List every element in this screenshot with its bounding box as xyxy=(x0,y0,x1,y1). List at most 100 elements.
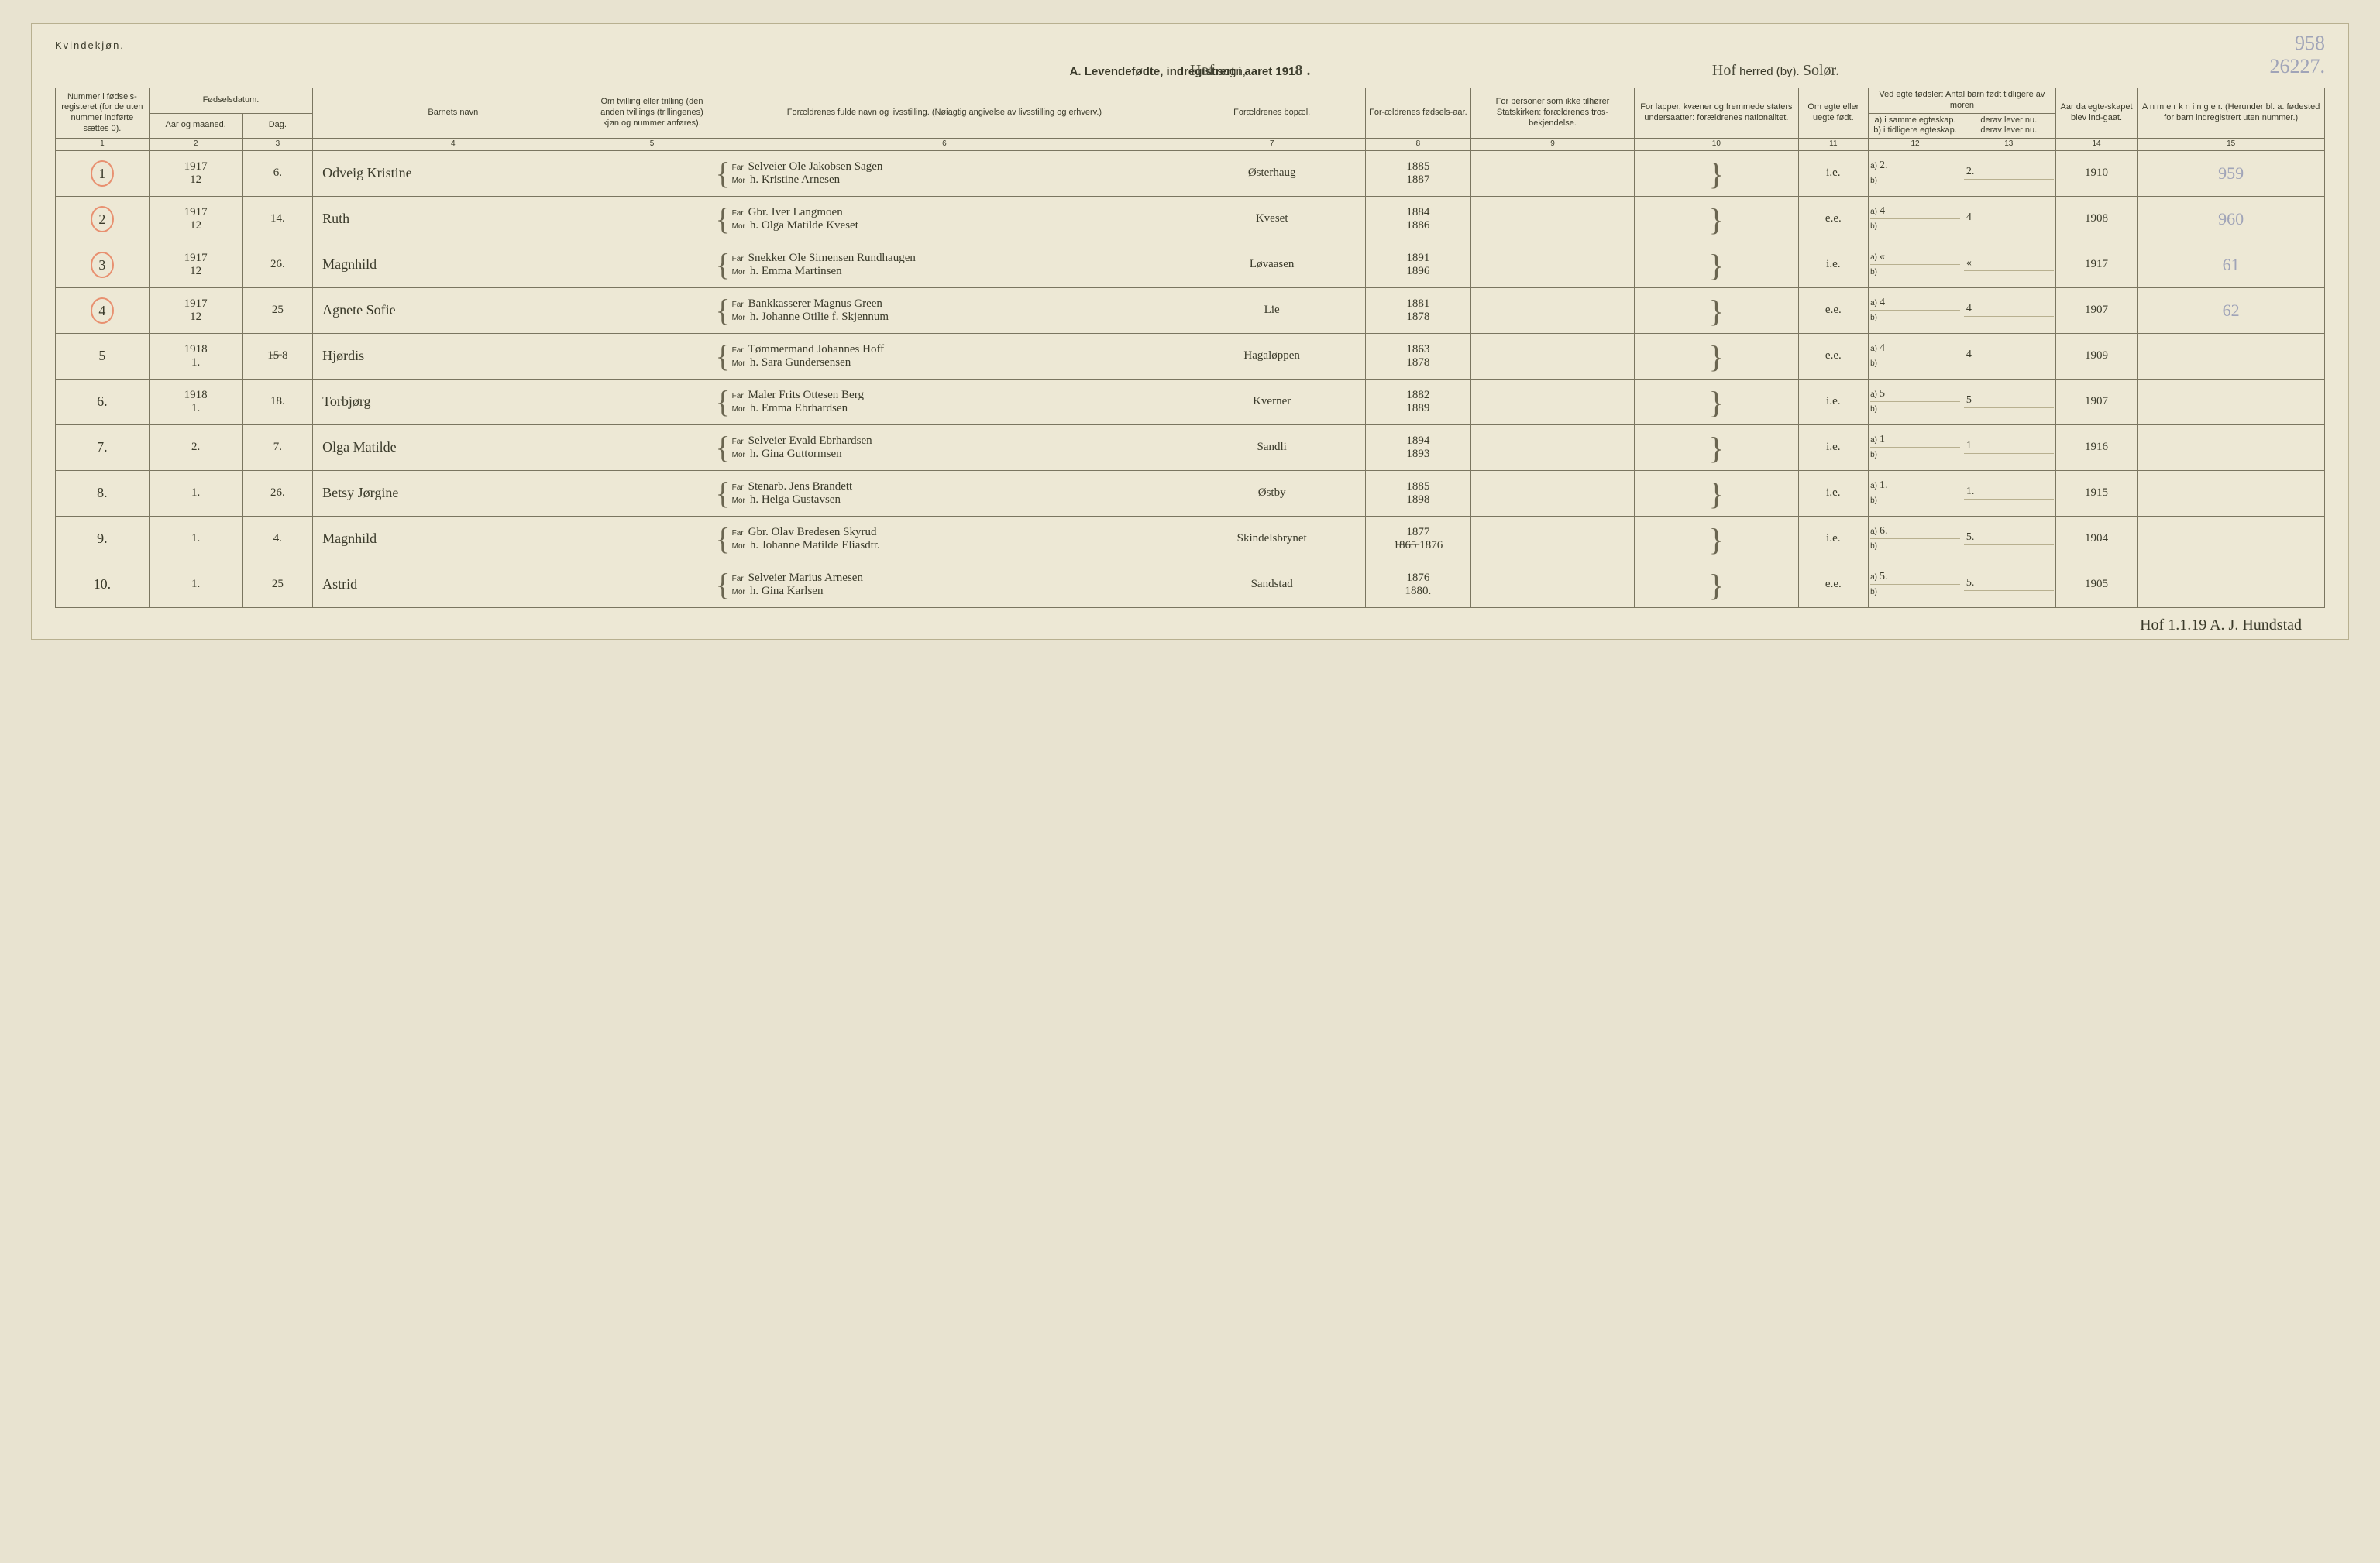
cell-nationality: } xyxy=(1635,242,1798,287)
cell-prev-a: a)5.b) xyxy=(1869,562,1962,607)
cell-child-name: Astrid xyxy=(313,562,593,607)
cell-nationality: } xyxy=(1635,333,1798,379)
cell-parent-births: 18851898 xyxy=(1365,470,1470,516)
cell-num: 7. xyxy=(56,424,150,470)
cell-prev-alive: 4 xyxy=(1962,333,2055,379)
cell-child-name: Betsy Jørgine xyxy=(313,470,593,516)
cell-prev-a: a)1b) xyxy=(1869,424,1962,470)
cell-num: 6. xyxy=(56,379,150,424)
cell-parents: {FarMaler Frits Ottesen BergMorh. Emma E… xyxy=(710,379,1178,424)
cell-legitimacy: e.e. xyxy=(1798,562,1869,607)
cell-parent-births: 18911896 xyxy=(1365,242,1470,287)
cell-marriage-year: 1907 xyxy=(2055,287,2138,333)
gender-heading: Kvindekjøn. xyxy=(55,40,2325,51)
table-row: 7.2.7.Olga Matilde{FarSelveier Evald Ebr… xyxy=(56,424,2325,470)
cell-parents: {FarSelveier Marius ArnesenMorh. Gina Ka… xyxy=(710,562,1178,607)
cell-prev-alive: 5. xyxy=(1962,516,2055,562)
cell-num: 3 xyxy=(56,242,150,287)
cell-parents: {FarGbr. Olav Bredesen SkyrudMorh. Johan… xyxy=(710,516,1178,562)
cell-nationality: } xyxy=(1635,470,1798,516)
cell-remarks: 959 xyxy=(2138,150,2325,196)
cell-nationality: } xyxy=(1635,516,1798,562)
cell-year-month: 191712 xyxy=(149,287,242,333)
col-9: For personer som ikke tilhører Statskirk… xyxy=(1470,88,1634,139)
cell-parents: {FarSelveier Ole Jakobsen SagenMorh. Kri… xyxy=(710,150,1178,196)
cell-day: 4. xyxy=(242,516,313,562)
cell-remarks xyxy=(2138,333,2325,379)
cell-residence: Sandstad xyxy=(1178,562,1366,607)
cell-legitimacy: e.e. xyxy=(1798,287,1869,333)
table-body: 1 191712 6. Odveig Kristine {FarSelveier Ole… xyxy=(56,150,2325,607)
cell-twin xyxy=(593,516,710,562)
cell-remarks xyxy=(2138,516,2325,562)
title-text: A. Levendefødte, indregistrert i aaret 1… xyxy=(1070,65,1295,78)
cell-child-name: Ruth xyxy=(313,196,593,242)
cell-parents: {FarGbr. Iver LangmoenMorh. Olga Matilde… xyxy=(710,196,1178,242)
cell-religion xyxy=(1470,516,1634,562)
cell-parents: {FarSnekker Ole Simensen RundhaugenMorh.… xyxy=(710,242,1178,287)
title-year: 8 . xyxy=(1295,62,1310,79)
cell-prev-alive: 1 xyxy=(1962,424,2055,470)
cell-religion xyxy=(1470,196,1634,242)
cell-num: 10. xyxy=(56,562,150,607)
cell-remarks xyxy=(2138,562,2325,607)
cell-marriage-year: 1910 xyxy=(2055,150,2138,196)
table-row: 11917126.Odveig Kristine{FarSelveier Ole… xyxy=(56,150,2325,196)
cell-prev-a: a)4b) xyxy=(1869,287,1962,333)
table-row: 8.1.26.Betsy Jørgine{FarStenarb. Jens Br… xyxy=(56,470,2325,516)
col-12-top: Ved egte fødsler: Antal barn født tidlig… xyxy=(1869,88,2056,114)
cell-twin xyxy=(593,562,710,607)
table-row: 519181.1̶5̶ 8Hjørdis{FarTømmermand Johan… xyxy=(56,333,2325,379)
cell-religion xyxy=(1470,287,1634,333)
table-row: 319171226.Magnhild{FarSnekker Ole Simens… xyxy=(56,242,2325,287)
cell-prev-a: a)2.b) xyxy=(1869,150,1962,196)
cell-num: 8. xyxy=(56,470,150,516)
pencil-number-top: 958 xyxy=(2295,32,2325,55)
col-2-top: Fødselsdatum. xyxy=(149,88,312,114)
cell-parents: {FarTømmermand Johannes HoffMorh. Sara G… xyxy=(710,333,1178,379)
cell-year-month: 1. xyxy=(149,516,242,562)
cell-year-month: 191712 xyxy=(149,242,242,287)
cell-prev-alive: « xyxy=(1962,242,2055,287)
cell-remarks: 61 xyxy=(2138,242,2325,287)
table-row: 219171214.Ruth{FarGbr. Iver LangmoenMorh… xyxy=(56,196,2325,242)
cell-prev-a: a)5b) xyxy=(1869,379,1962,424)
cell-nationality: } xyxy=(1635,424,1798,470)
cell-legitimacy: i.e. xyxy=(1798,470,1869,516)
cell-religion xyxy=(1470,562,1634,607)
herred-script: Hof xyxy=(1712,62,1736,79)
cell-day: 7. xyxy=(242,424,313,470)
cell-marriage-year: 1905 xyxy=(2055,562,2138,607)
cell-num: 4 xyxy=(56,287,150,333)
cell-twin xyxy=(593,470,710,516)
cell-parent-births: 18941893 xyxy=(1365,424,1470,470)
cell-parents: {FarStenarb. Jens BrandettMorh. Helga Gu… xyxy=(710,470,1178,516)
cell-day: 1̶5̶ 8 xyxy=(242,333,313,379)
cell-residence: Østerhaug xyxy=(1178,150,1366,196)
cell-nationality: } xyxy=(1635,379,1798,424)
cell-twin xyxy=(593,150,710,196)
cell-remarks xyxy=(2138,424,2325,470)
cell-child-name: Magnhild xyxy=(313,242,593,287)
cell-parent-births: 18761880. xyxy=(1365,562,1470,607)
cell-year-month: 19181. xyxy=(149,379,242,424)
cell-parent-births: 18821889 xyxy=(1365,379,1470,424)
cell-remarks xyxy=(2138,470,2325,516)
cell-legitimacy: i.e. xyxy=(1798,379,1869,424)
cell-residence: Skindelsbrynet xyxy=(1178,516,1366,562)
cell-nationality: } xyxy=(1635,150,1798,196)
cell-remarks xyxy=(2138,379,2325,424)
column-numbers: 1 2 3 4 5 6 7 8 9 10 11 12 13 14 15 xyxy=(56,139,2325,151)
cell-child-name: Torbjørg xyxy=(313,379,593,424)
cell-parent-births: 18811878 xyxy=(1365,287,1470,333)
cell-twin xyxy=(593,196,710,242)
cell-legitimacy: e.e. xyxy=(1798,333,1869,379)
cell-nationality: } xyxy=(1635,287,1798,333)
cell-parent-births: 18771̶8̶6̶5̶ 1876 xyxy=(1365,516,1470,562)
cell-legitimacy: i.e. xyxy=(1798,150,1869,196)
cell-residence: Kverner xyxy=(1178,379,1366,424)
cell-child-name: Odveig Kristine xyxy=(313,150,593,196)
cell-parent-births: 18841886 xyxy=(1365,196,1470,242)
cell-day: 25 xyxy=(242,287,313,333)
col-2b: Dag. xyxy=(242,113,313,139)
